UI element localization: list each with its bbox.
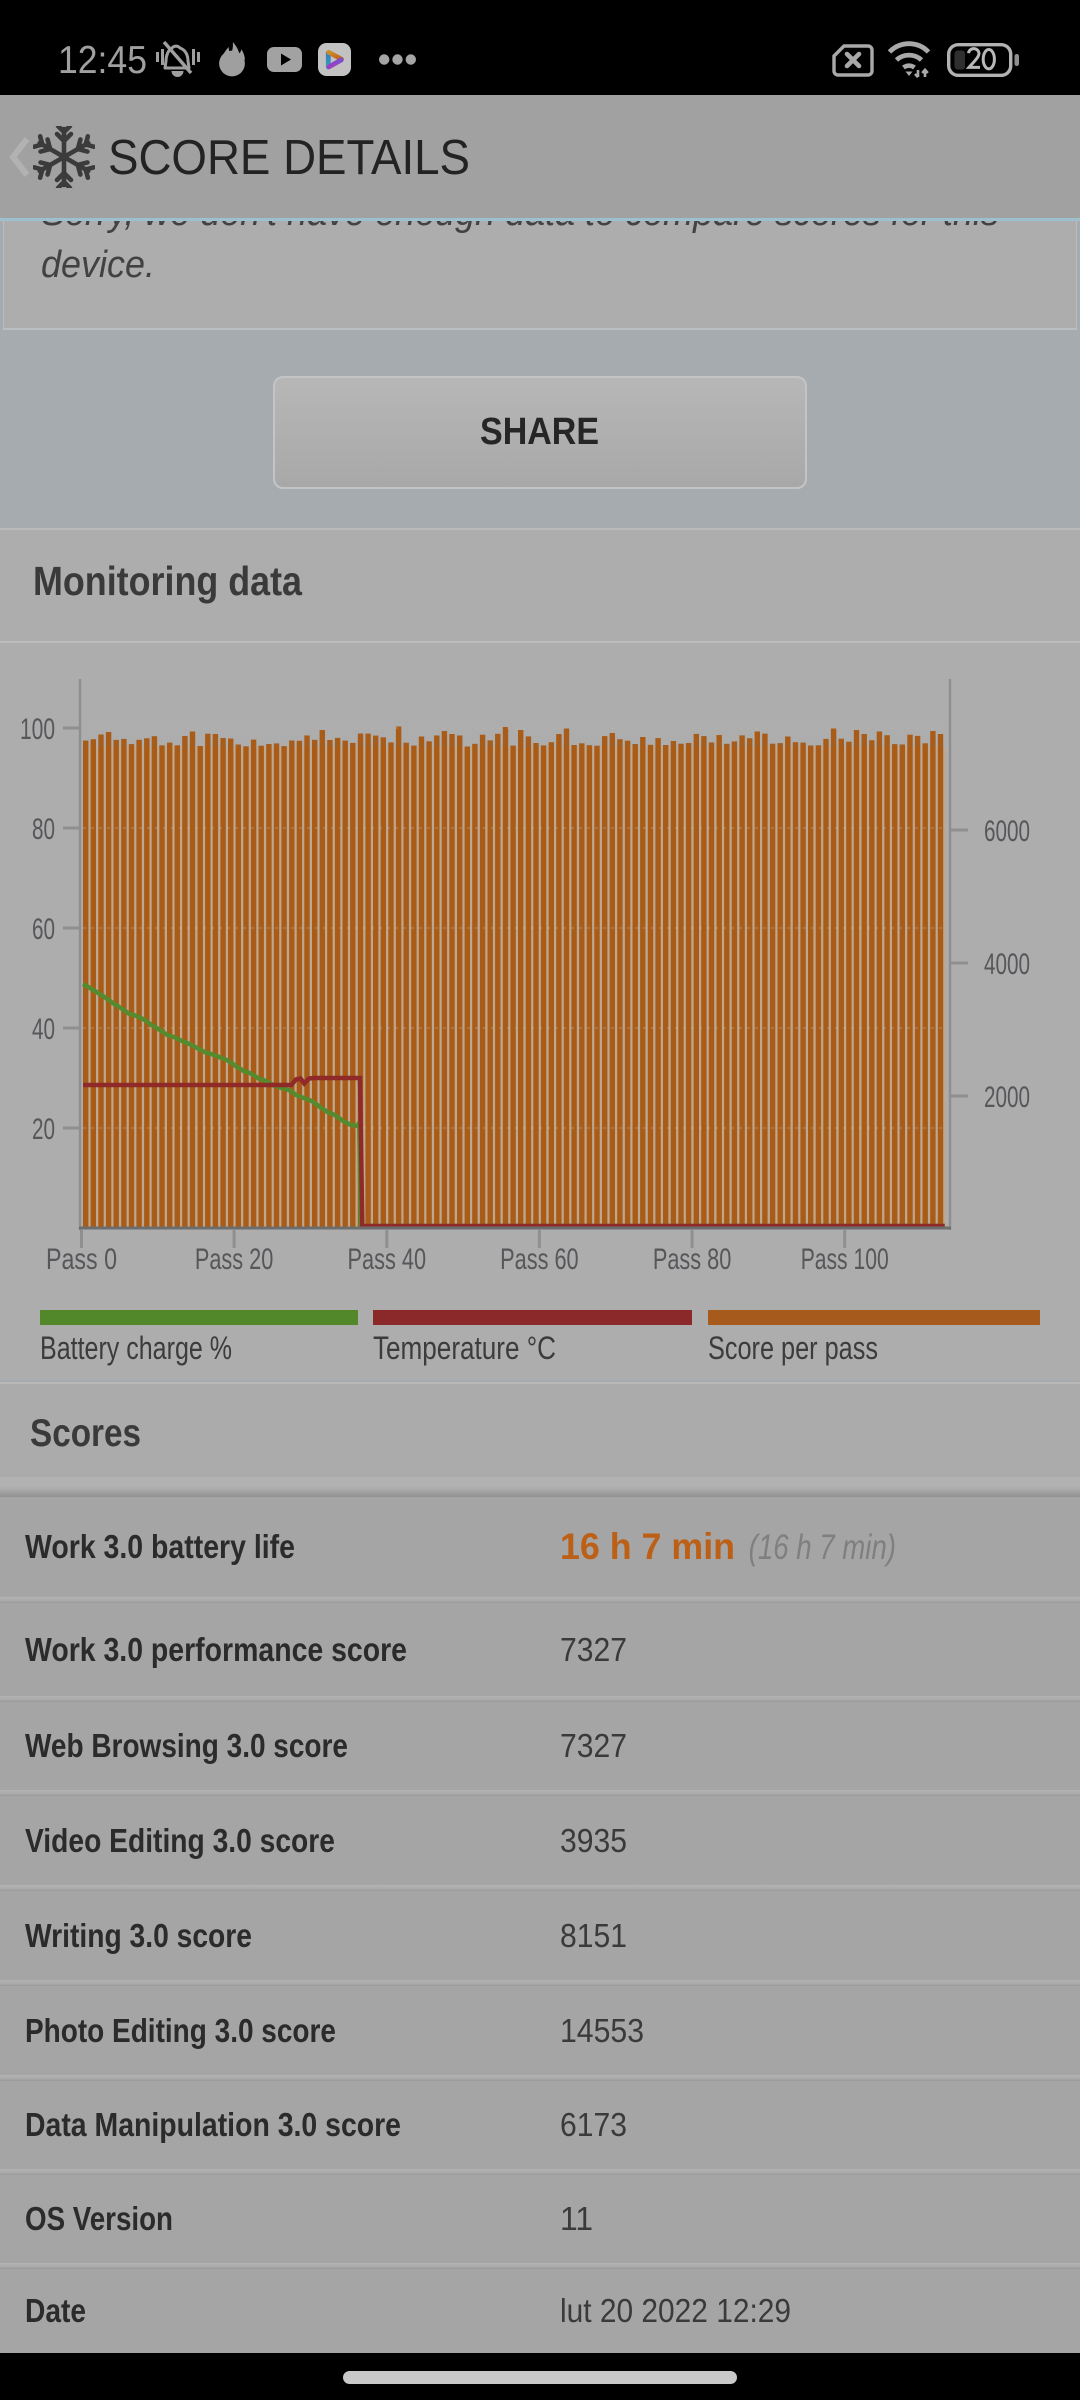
svg-text:Pass 80: Pass 80 (653, 1243, 732, 1276)
svg-text:Pass 100: Pass 100 (801, 1243, 889, 1276)
svg-text:100: 100 (20, 713, 55, 746)
svg-text:Pass 60: Pass 60 (500, 1243, 579, 1276)
svg-text:40: 40 (32, 1013, 55, 1046)
svg-text:4000: 4000 (984, 948, 1030, 981)
svg-text:80: 80 (32, 813, 55, 846)
svg-text:60: 60 (32, 913, 55, 946)
svg-text:2000: 2000 (984, 1081, 1030, 1114)
svg-text:6000: 6000 (984, 815, 1030, 848)
svg-text:Pass 40: Pass 40 (348, 1243, 427, 1276)
svg-text:Pass 0: Pass 0 (46, 1243, 117, 1276)
svg-text:Pass 20: Pass 20 (195, 1243, 274, 1276)
svg-text:20: 20 (32, 1113, 55, 1146)
